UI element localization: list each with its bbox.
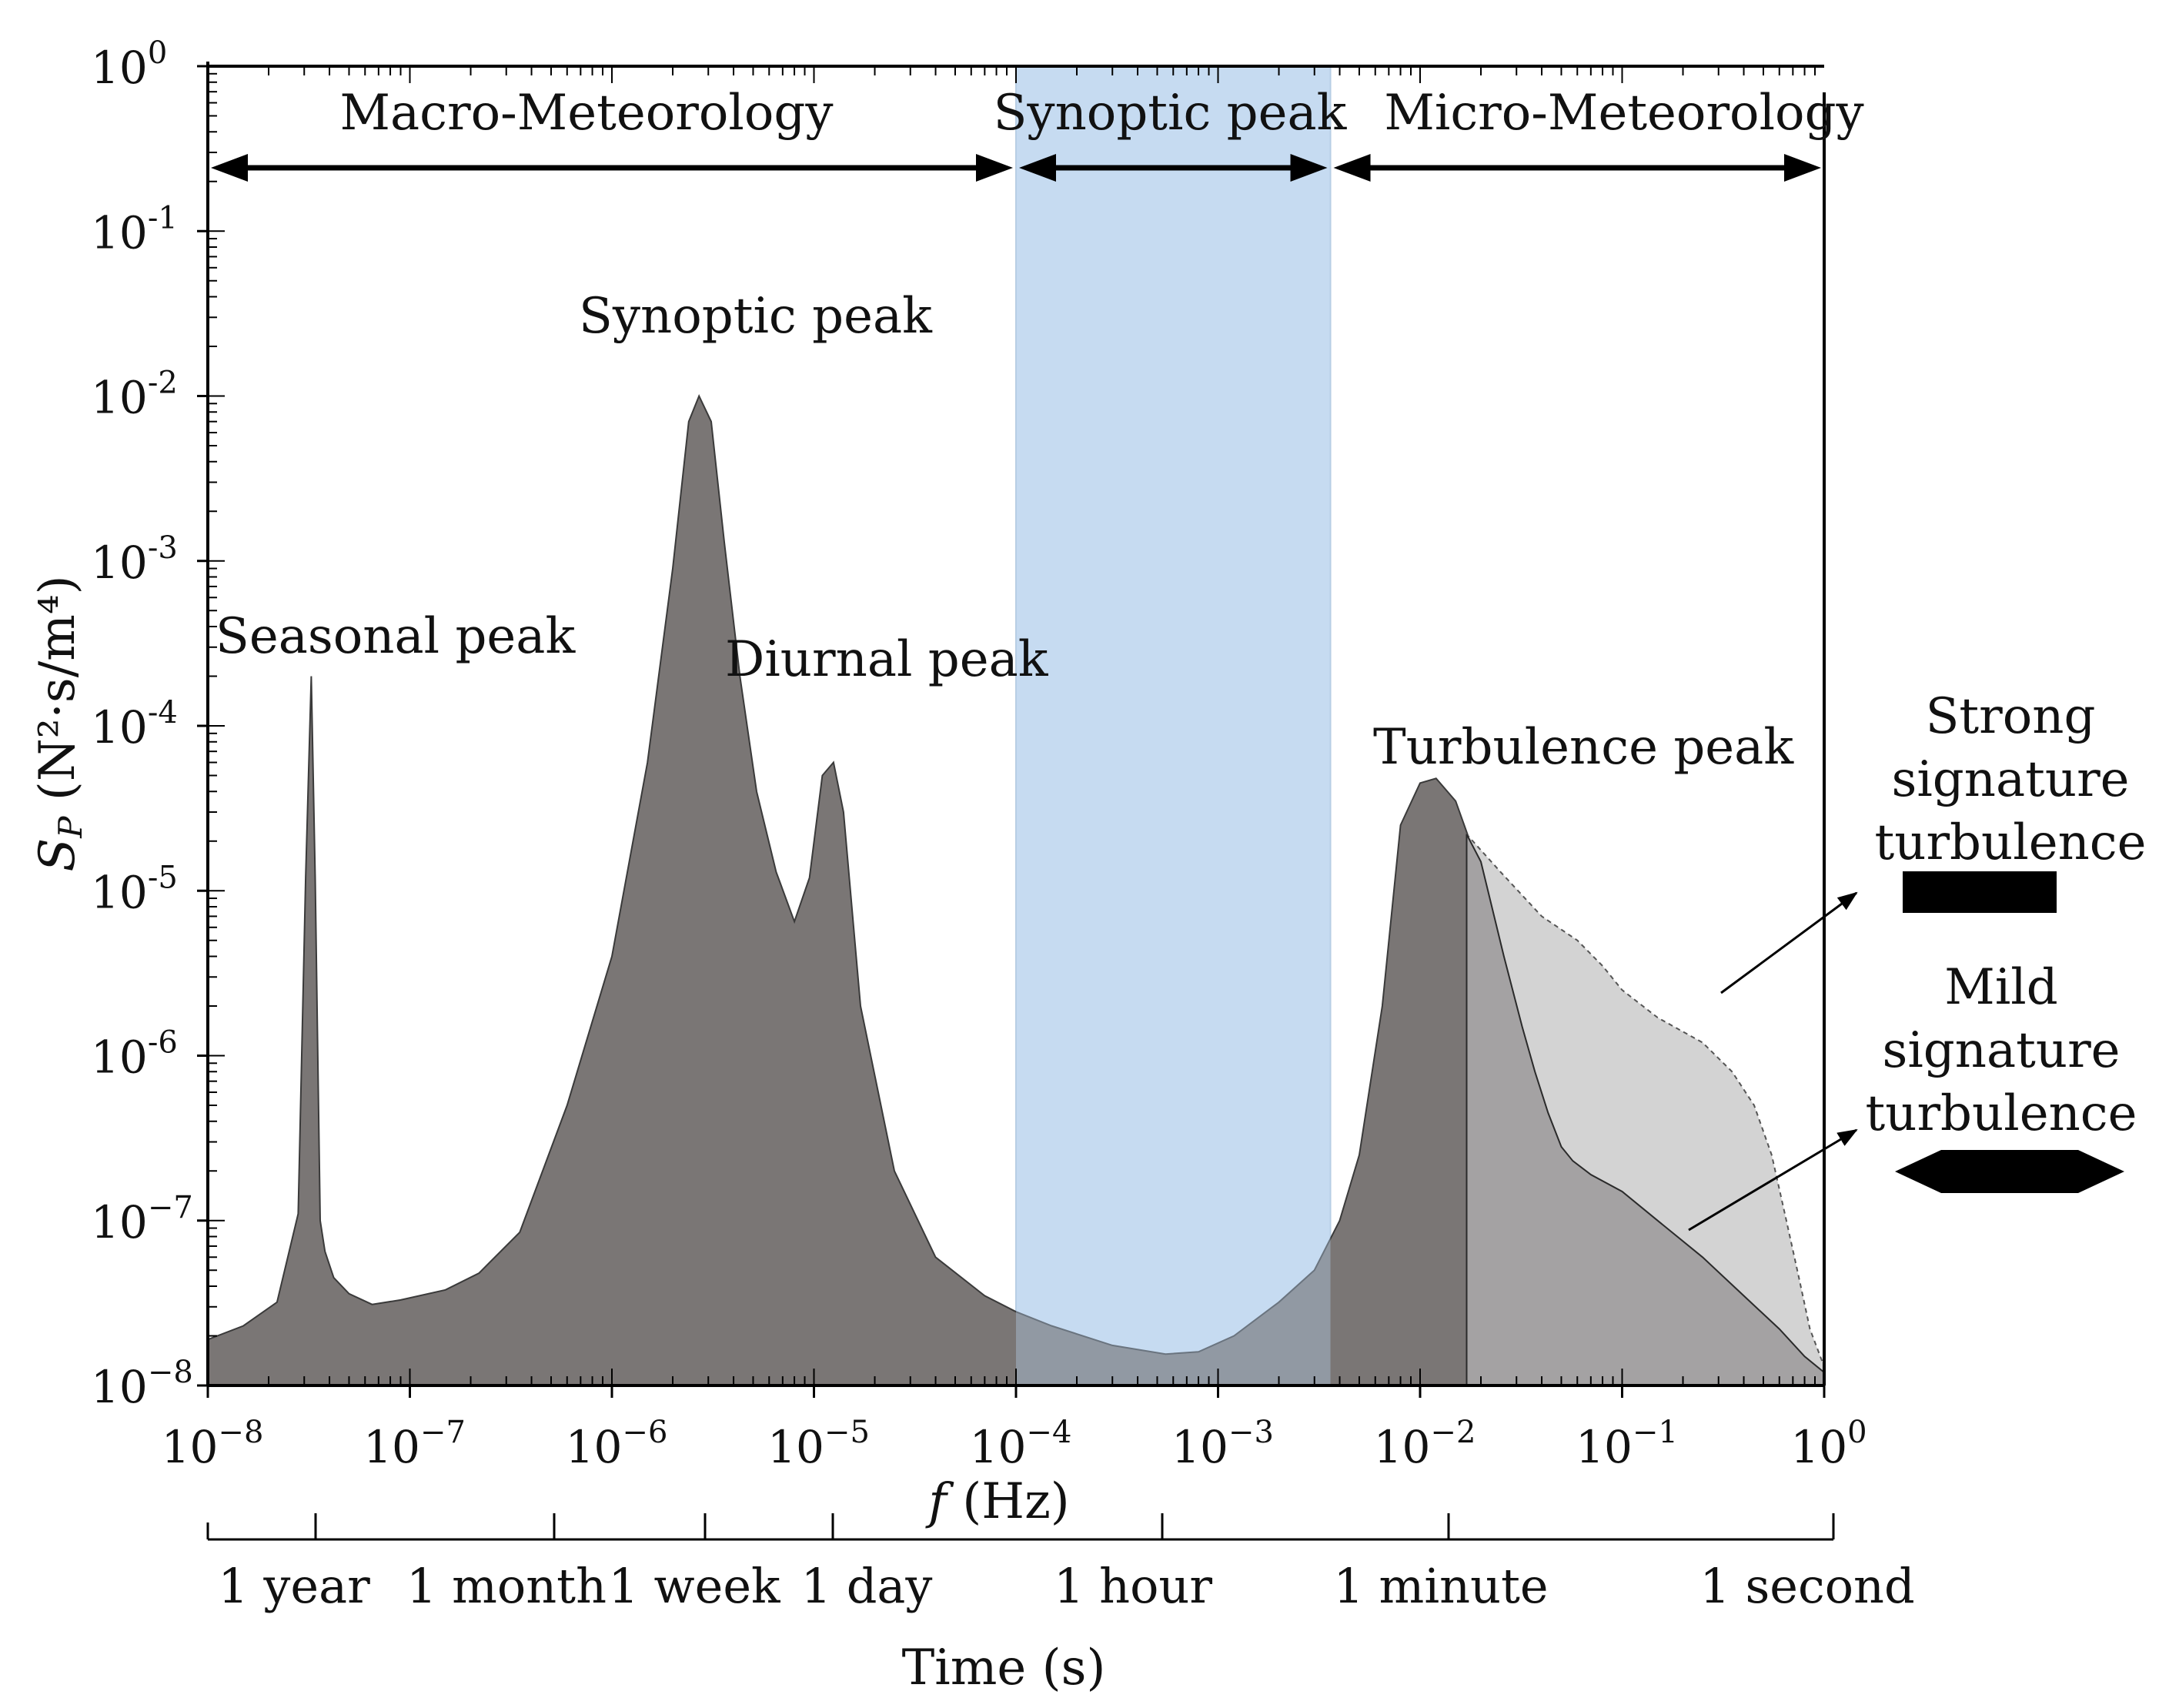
legend-mild-line-3: turbulence (1866, 1085, 2137, 1142)
y-tick-label-8: 10−8 (91, 1355, 193, 1413)
region-arrowhead-right-2 (1784, 154, 1821, 182)
y-tick-label-6: 10-6 (91, 1025, 178, 1084)
region-arrowhead-left-1 (1019, 154, 1056, 182)
x-tick-label-1: 10−7 (363, 1415, 466, 1473)
x-tick-labels: 10−8 10−7 10−6 10−5 10−4 10−3 10−2 10−1 100 (162, 1385, 1867, 1473)
legend-mild-line-2: signature (1882, 1022, 2120, 1079)
legend-strong-arrow (1720, 891, 1858, 994)
legend-strong-line-3: turbulence (1875, 814, 2147, 871)
minor-ticks (207, 66, 1816, 1386)
time-label-day: 1 day (801, 1558, 933, 1614)
series-area-mild-signature (1465, 834, 1825, 1386)
region-arrowhead-right-0 (976, 154, 1013, 182)
y-tick-label-0: 100 (91, 35, 167, 94)
region-arrowhead-left-2 (1333, 154, 1371, 182)
legend-mild-swatch (1895, 1150, 2124, 1193)
legend-strong-line-1: Strong (1926, 688, 2096, 745)
time-label-hour: 1 hour (1054, 1558, 1212, 1614)
x-tick-label-6: 10−2 (1374, 1415, 1476, 1473)
region-labels: Macro-Meteorology Synoptic peak Micro-Me… (339, 85, 1863, 142)
x-tick-label-4: 10−4 (970, 1415, 1072, 1473)
time-tick-labels: 1 year 1 month 1 week 1 day 1 hour 1 min… (218, 1558, 1914, 1614)
x-tick-label-2: 10−6 (566, 1415, 668, 1473)
annotation-turbulence-peak: Turbulence peak (1373, 719, 1794, 776)
legend-strong-swatch (1903, 871, 2057, 913)
y-tick-label-4: 10-4 (91, 695, 178, 754)
y-axis-title: SP (N²·s/m⁴) (29, 575, 89, 871)
time-label-year: 1 year (218, 1558, 370, 1614)
x-tick-label-8: 100 (1790, 1415, 1867, 1473)
y-tick-label-2: 10-2 (91, 366, 178, 424)
y-tick-label-3: 10-3 (91, 530, 178, 589)
y-tick-label-5: 10-5 (91, 860, 178, 918)
region-arrowhead-right-1 (1290, 154, 1328, 182)
y-tick-label-7: 10−7 (91, 1190, 193, 1248)
y-tick-labels: 100 10-1 10-2 10-3 10-4 10-5 10-6 10−7 10−8 (91, 35, 208, 1413)
annotation-synoptic-peak: Synoptic peak (579, 288, 933, 345)
x-tick-label-0: 10−8 (162, 1415, 264, 1473)
legend: Strong signature turbulence Mild signatu… (1688, 688, 2147, 1232)
time-label-minute: 1 minute (1333, 1558, 1548, 1614)
plot-frame (206, 62, 1826, 1387)
legend-mild-line-1: Mild (1944, 959, 2057, 1016)
time-label-month: 1 month (406, 1558, 607, 1614)
legend-strong-line-2: signature (1891, 751, 2129, 808)
annotation-seasonal-peak: Seasonal peak (216, 608, 576, 665)
time-ticks (314, 1513, 1450, 1539)
annotation-diurnal-peak: Diurnal peak (725, 631, 1049, 688)
time-label-week: 1 week (608, 1558, 780, 1614)
time-label-second: 1 second (1699, 1558, 1914, 1614)
legend-mild-arrow (1688, 1128, 1858, 1232)
region-label-macro: Macro-Meteorology (339, 85, 833, 142)
x-tick-label-3: 10−5 (767, 1415, 870, 1473)
region-label-micro: Micro-Meteorology (1384, 85, 1863, 142)
x-axis-title: f (Hz) (925, 1473, 1070, 1530)
time-axis-title: Time (s) (902, 1639, 1106, 1696)
y-tick-label-1: 10-1 (91, 200, 178, 259)
x-tick-label-7: 10−1 (1576, 1415, 1678, 1473)
synoptic-band-overlay (1016, 66, 1331, 1385)
synoptic-band (1015, 65, 1332, 1386)
region-arrowhead-left-0 (211, 154, 248, 182)
x-tick-label-5: 10−3 (1171, 1415, 1274, 1473)
region-label-synoptic: Synoptic peak (994, 85, 1348, 142)
region-arrows (211, 154, 1821, 182)
